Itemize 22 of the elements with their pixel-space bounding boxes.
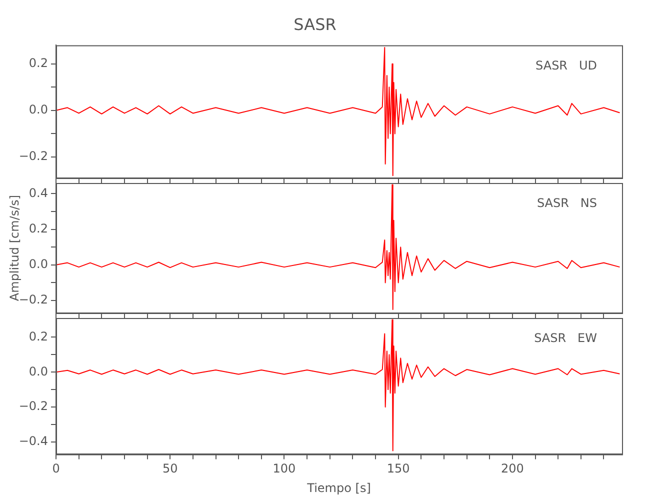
x-axis-title: Tiempo [s] [306,480,371,495]
annotation: SASR NS [536,196,597,210]
annotation: SASR EW [534,331,598,346]
y-tick-label: 0.0 [28,257,48,272]
x-tick-label: 100 [272,462,296,476]
x-tick-label: 200 [501,462,524,476]
y-tick-label: −0.2 [18,149,48,164]
y-tick-label: 0.2 [28,329,48,344]
annotation: SASR UD [536,58,597,72]
y-tick-label: 0.2 [28,56,48,70]
x-tick-label: 50 [162,462,178,476]
y-tick-label: 0.0 [28,364,48,378]
y-tick-label: 0.4 [28,186,48,200]
y-tick-label: −0.2 [18,399,48,414]
y-tick-label: 0.2 [28,221,48,236]
y-tick-label: 0.0 [28,102,48,117]
x-tick-label: 150 [386,462,410,476]
y-axis-title: Amplitud [cm/s/s] [7,194,22,302]
x-tick-label: 0 [52,462,60,476]
y-tick-label: −0.4 [18,434,48,448]
chart-title: SASR [294,14,336,34]
y-tick-label: −0.2 [18,292,48,307]
